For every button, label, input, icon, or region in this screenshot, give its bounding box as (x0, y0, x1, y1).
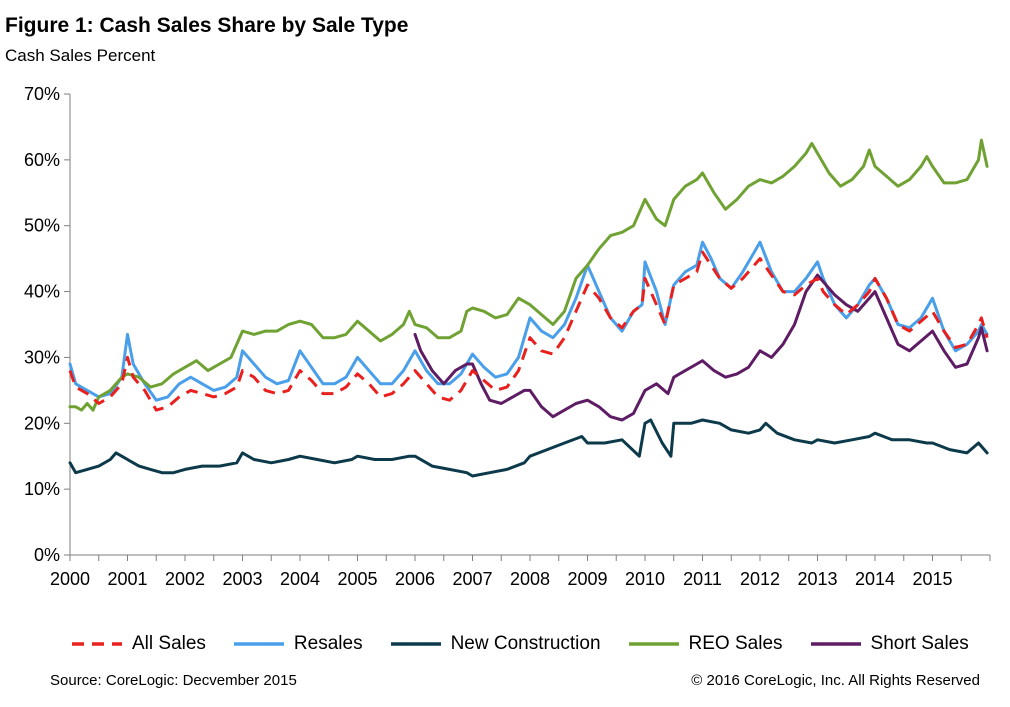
y-tick-label: 40% (24, 282, 60, 302)
legend-swatch (628, 642, 679, 646)
x-tick-label: 2010 (625, 569, 665, 589)
legend-swatch (233, 642, 284, 646)
legend-label: Resales (293, 633, 363, 654)
chart-subtitle: Cash Sales Percent (5, 46, 156, 65)
y-tick-label: 60% (24, 150, 60, 170)
series-line-resales (68, 240, 989, 402)
y-tick-label: 70% (24, 84, 60, 104)
axes: 0% 10% 20% 30% 40% 50% 60% 70% 2000 2001 2002 2003 2… (24, 84, 991, 589)
copyright-note: © 2016 CoreLogic, Inc. All Rights Reserv… (691, 672, 980, 689)
line-chart: 0% 10% 20% 30% 40% 50% 60% 70% 2000 2001 2002 2003 2… (24, 84, 991, 589)
legend-swatch (72, 642, 122, 646)
series-line-all-sales (68, 250, 989, 412)
legend-item-short-sales: Short Sales (809, 633, 969, 655)
legend: All Sales Resales New Construction REO Sale… (70, 631, 1000, 657)
legend-item-resales: Resales (232, 633, 363, 655)
chart-title: Figure 1: Cash Sales Share by Sale Type (5, 14, 409, 37)
legend-item-reo-sales: REO Sales (627, 633, 783, 655)
legend-label: All Sales (132, 633, 206, 654)
source-note: Source: CoreLogic: Decvember 2015 (50, 672, 297, 689)
series-layer (68, 138, 989, 478)
x-tick-label: 2001 (107, 569, 147, 589)
legend-label: New Construction (450, 633, 601, 654)
legend-item-new-construction: New Construction (389, 633, 601, 655)
legend-swatch (810, 642, 861, 646)
x-tick-label: 2000 (50, 569, 90, 589)
series-line-short-sales (413, 273, 989, 422)
y-tick-label: 20% (24, 413, 60, 433)
y-tick-label: 50% (24, 216, 60, 236)
series-line-reo-sales (68, 138, 989, 412)
x-tick-label: 2012 (740, 569, 780, 589)
x-tick-label: 2002 (165, 569, 205, 589)
legend-item-all-sales: All Sales (70, 633, 206, 655)
y-tick-label: 10% (24, 479, 60, 499)
x-tick-label: 2005 (337, 569, 377, 589)
x-tick-label: 2015 (912, 569, 952, 589)
x-tick-label: 2006 (395, 569, 435, 589)
x-tick-label: 2014 (855, 569, 895, 589)
legend-label: REO Sales (688, 633, 783, 654)
x-tick-label: 2009 (567, 569, 607, 589)
x-tick-label: 2004 (280, 569, 320, 589)
legend-label: Short Sales (870, 633, 969, 654)
x-tick-label: 2008 (510, 569, 550, 589)
x-tick-label: 2007 (452, 569, 492, 589)
x-tick-label: 2013 (797, 569, 837, 589)
x-tick-label: 2011 (683, 569, 722, 589)
y-tick-label: 0% (34, 545, 60, 565)
x-tick-label: 2003 (222, 569, 262, 589)
legend-swatch (390, 642, 441, 646)
y-tick-label: 30% (24, 347, 60, 367)
series-line-new-construction (68, 418, 989, 478)
